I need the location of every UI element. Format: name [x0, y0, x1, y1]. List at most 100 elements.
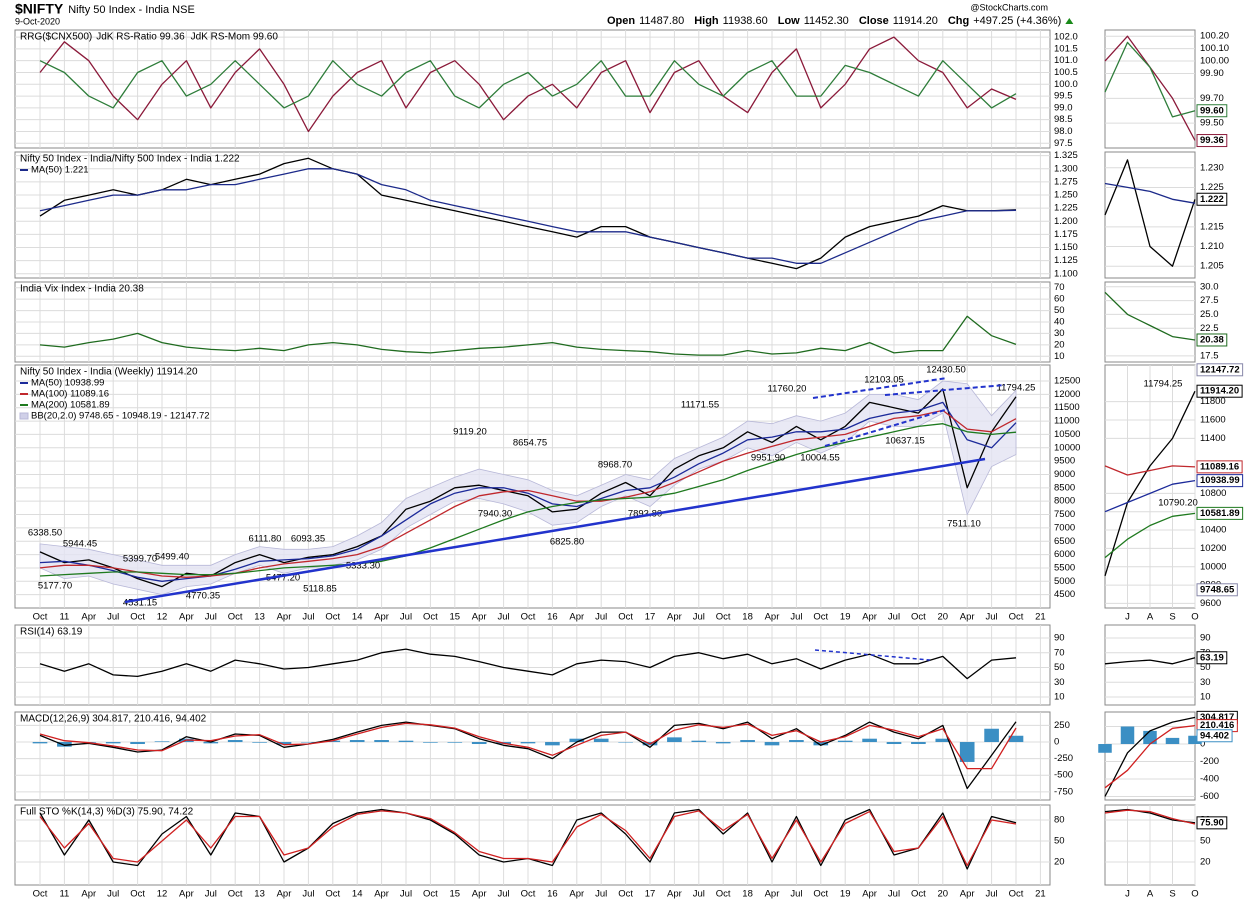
histogram-bar	[423, 742, 438, 743]
quote-label: Open	[607, 15, 635, 27]
y-tick-label: 101.5	[1054, 43, 1078, 54]
y-tick-label: 1.175	[1054, 229, 1078, 240]
x-tick-label: Jul	[595, 889, 607, 900]
price-annotation: 6825.80	[550, 537, 584, 548]
histogram-bar	[227, 740, 243, 743]
panel-title: MACD(12,26,9) 304.817, 210.416, 94.402	[20, 714, 207, 725]
series-line	[39, 315, 1017, 356]
histogram-bar	[1120, 726, 1135, 745]
x-tick-label: Apr	[569, 612, 584, 623]
y-tick-label: 10	[1054, 351, 1065, 362]
last-value-box	[1196, 333, 1228, 347]
last-value-label: 1.222	[1200, 194, 1224, 205]
panel-frame	[14, 29, 1051, 149]
x-tick-label: Apr	[179, 889, 194, 900]
histogram-bar	[691, 740, 707, 743]
x-tick-label: 11	[59, 612, 69, 623]
last-value-label: 99.60	[1200, 105, 1224, 116]
y-tick-label: -600	[1200, 791, 1219, 802]
histogram-bar	[105, 742, 121, 744]
x-tick-label: Oct	[130, 889, 145, 900]
source: @StockCharts.com	[970, 2, 1048, 12]
panels: $NIFTY Nifty 50 Index - India NSE 9-Oct-20…	[14, 1, 1244, 900]
histogram-bar	[667, 737, 682, 743]
histogram-bar	[935, 738, 951, 743]
x-tick-label: Apr	[81, 612, 96, 623]
last-value-box	[1196, 816, 1228, 830]
x-tick-label: Jul	[498, 612, 510, 623]
x-tick-label: Oct	[521, 612, 536, 623]
y-tick-label: 6500	[1054, 536, 1075, 547]
last-value-label: 99.36	[1200, 135, 1224, 146]
y-tick-label: 100.0	[1054, 79, 1078, 90]
price-annotation: 6111.80	[249, 534, 282, 545]
histogram-bar	[618, 742, 633, 743]
y-tick-label: 30.0	[1200, 281, 1219, 292]
y-tick-label: 30	[1200, 677, 1211, 688]
quote-label: Low	[778, 15, 800, 27]
histogram-bar	[154, 741, 170, 743]
y-tick-label: 22.5	[1200, 323, 1219, 334]
histogram-bar	[203, 742, 219, 744]
x-tick-label: Jul	[205, 889, 217, 900]
legend-entry: MA(100) 11089.16	[31, 389, 109, 400]
panel-frame	[14, 364, 1051, 609]
x-tick-label: Oct	[228, 612, 243, 623]
y-tick-label: -200	[1200, 756, 1219, 767]
y-tick-label: 10000	[1054, 442, 1080, 453]
price-annotation: 10004.55	[800, 453, 840, 464]
x-tick-label: Jul	[205, 612, 217, 623]
y-tick-label: 80	[1054, 814, 1065, 825]
histogram-bar	[715, 742, 731, 744]
y-tick-label: 99.90	[1200, 68, 1224, 79]
series-line	[1104, 657, 1196, 665]
x-tick-label: 14	[352, 612, 363, 623]
histogram-bar	[447, 742, 463, 743]
x-tick-label: Oct	[911, 889, 926, 900]
price-annotation: 5118.85	[303, 584, 337, 595]
price-annotation: 4531.15	[123, 598, 157, 609]
histogram-bar	[1165, 737, 1180, 745]
x-tick-label: Apr	[374, 889, 389, 900]
price-annotation: 4770.35	[186, 591, 220, 602]
histogram-bar	[276, 742, 292, 745]
last-value-label: 12147.72	[1200, 364, 1240, 375]
price-annotation: 11171.55	[681, 400, 719, 411]
x-tick-label: 17	[645, 889, 656, 900]
series-line	[1104, 41, 1196, 118]
legend-entry: JdK RS-Mom 99.60	[191, 32, 279, 43]
series-line	[39, 810, 1017, 867]
histogram-bar	[471, 742, 487, 745]
price-annotation: 6093.35	[291, 534, 325, 545]
trendlines	[124, 377, 1006, 661]
price-annotation: 5177.70	[38, 581, 72, 592]
panel-frame	[14, 151, 1051, 279]
series-line	[1104, 465, 1196, 476]
last-value-label: 10938.99	[1200, 475, 1240, 486]
series-line	[39, 157, 1017, 270]
histogram-bar	[252, 742, 267, 743]
y-tick-label: 10000	[1200, 561, 1226, 572]
y-tick-label: 100.10	[1200, 43, 1229, 54]
x-tick-label: Oct	[423, 612, 438, 623]
panel-title: Nifty 50 Index - India (Weekly) 11914.20	[20, 367, 198, 378]
panel-title: RRG($CNX500)	[20, 32, 92, 43]
x-tick-label: Oct	[228, 889, 243, 900]
x-tick-label: Jul	[693, 612, 705, 623]
series-line	[1104, 291, 1196, 341]
x-tick-label: A	[1147, 889, 1154, 900]
price-annotation: 7893.80	[628, 509, 662, 520]
x-tick-label: 15	[450, 889, 461, 900]
histogram-bar	[130, 742, 145, 745]
y-tick-label: 9500	[1054, 456, 1075, 467]
x-tick-label: 13	[254, 612, 265, 623]
histogram-bar	[593, 738, 609, 743]
x-tick-label: 11	[59, 889, 69, 900]
y-tick-label: 1.200	[1054, 216, 1078, 227]
quote-value: 11914.20	[893, 15, 938, 27]
y-tick-label: 102.0	[1054, 32, 1078, 43]
x-tick-label: 14	[352, 889, 363, 900]
panel-frame	[14, 804, 1051, 886]
price-annotation: 5944.45	[63, 539, 97, 550]
last-value-label: 9748.65	[1200, 584, 1235, 595]
